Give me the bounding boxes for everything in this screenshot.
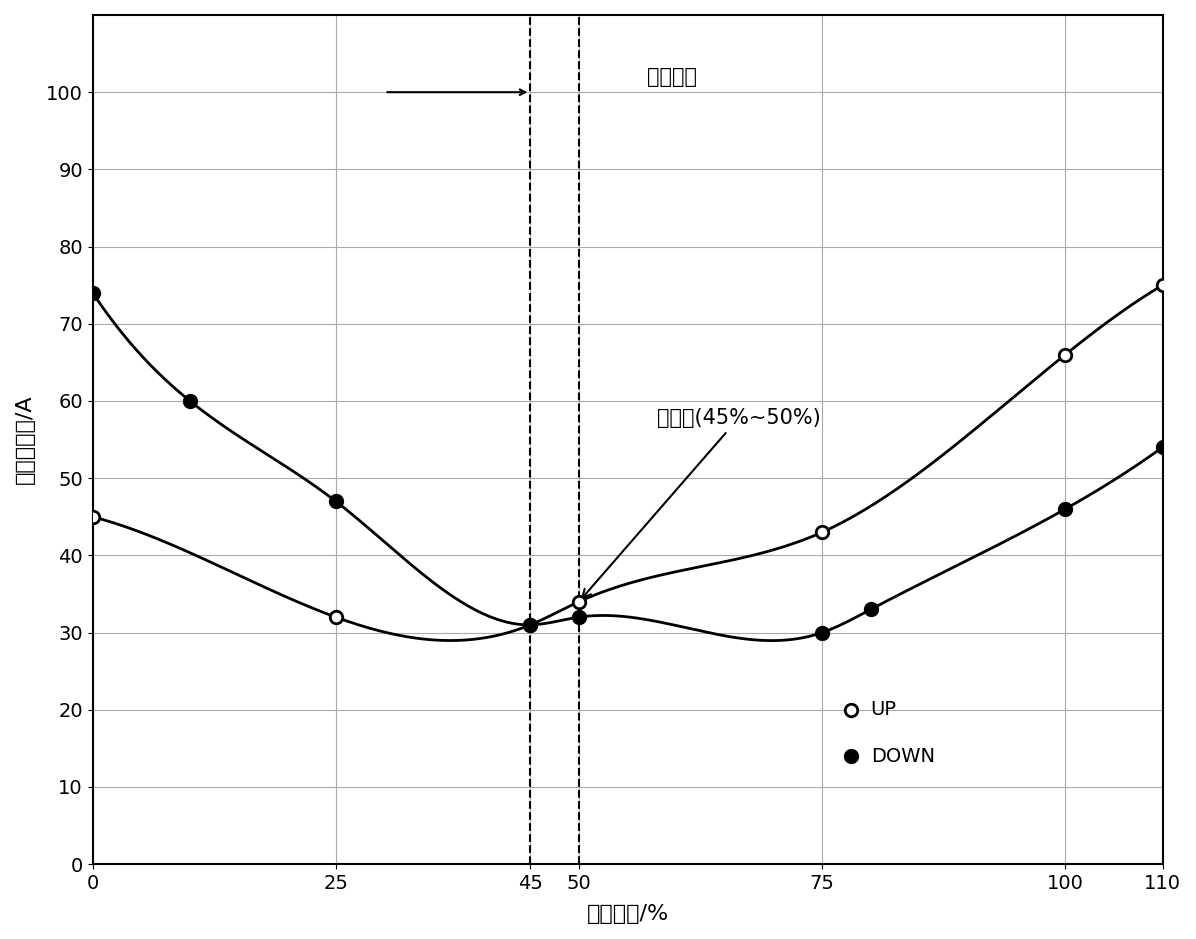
Text: 平衡點(45%~50%): 平衡點(45%~50%): [582, 408, 820, 598]
Text: DOWN: DOWN: [871, 747, 935, 765]
Y-axis label: 電動機電流/A: 電動機電流/A: [16, 394, 35, 485]
X-axis label: 轎廂載重/%: 轎廂載重/%: [586, 904, 669, 924]
Text: 設定范圍: 設定范圍: [647, 67, 697, 86]
Text: UP: UP: [871, 700, 897, 719]
